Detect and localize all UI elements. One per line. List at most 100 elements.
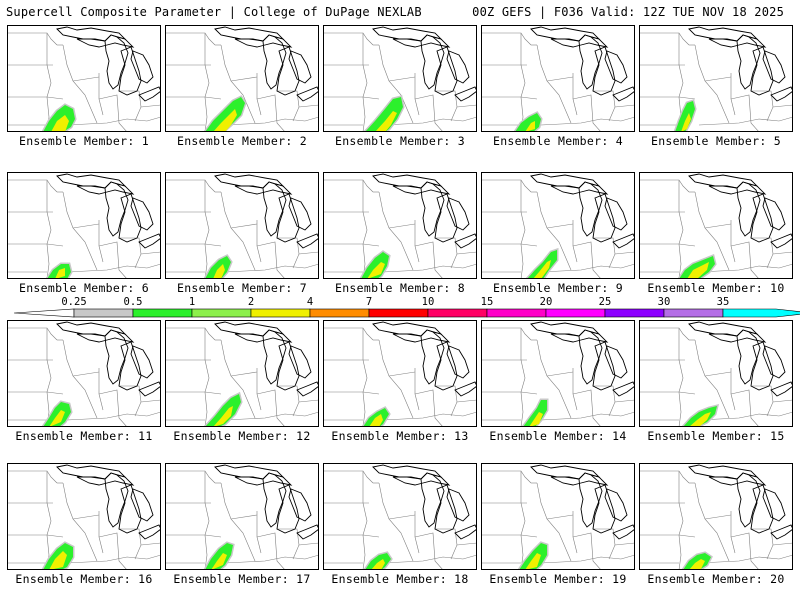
state-boundary xyxy=(730,241,760,279)
state-boundary xyxy=(698,554,793,564)
scp-contour-0.5 xyxy=(679,256,715,279)
coastline xyxy=(276,46,300,96)
state-boundary xyxy=(730,389,760,427)
colorbar xyxy=(13,308,800,318)
member-map-panel xyxy=(7,320,161,427)
lake-outline xyxy=(770,524,793,540)
coastline xyxy=(234,181,293,195)
scp-contour-0.5 xyxy=(675,101,695,132)
member-map-panel xyxy=(7,25,161,132)
lake-outline xyxy=(762,50,786,84)
state-boundary xyxy=(614,104,635,108)
lake-outline xyxy=(138,86,161,102)
member-map-panel xyxy=(639,320,793,427)
state-boundary xyxy=(694,191,730,271)
member-label: Ensemble Member: 10 xyxy=(647,281,785,295)
state-boundary xyxy=(165,243,222,247)
lake-outline xyxy=(262,181,287,237)
coastline xyxy=(434,193,458,243)
state-boundary xyxy=(277,385,300,417)
state-boundary xyxy=(593,237,616,269)
state-boundary xyxy=(323,243,380,247)
run-valid-time: 00Z GEFS | F036 Valid: 12Z TUE NOV 18 20… xyxy=(472,5,784,19)
state-boundary xyxy=(224,263,319,273)
scp-contour-0.5 xyxy=(361,252,389,279)
state-boundary xyxy=(572,94,602,132)
colorbar-tick-label: 0.25 xyxy=(61,296,87,308)
state-boundary xyxy=(481,243,538,247)
lake-outline xyxy=(104,181,129,237)
state-boundary xyxy=(298,104,319,108)
state-boundary xyxy=(456,399,477,403)
lake-outline xyxy=(604,50,628,84)
state-boundary xyxy=(546,223,574,229)
coastline xyxy=(392,472,451,486)
state-boundary xyxy=(414,73,420,116)
member-label: Ensemble Member: 6 xyxy=(18,281,150,295)
lake-outline xyxy=(138,524,161,540)
member-map-panel xyxy=(323,172,477,279)
lake-outline xyxy=(130,197,154,231)
state-boundary xyxy=(694,482,730,562)
scp-contour-2 xyxy=(525,553,541,570)
state-boundary xyxy=(481,96,538,100)
member-map-panel xyxy=(7,172,161,279)
state-boundary xyxy=(7,243,64,247)
member-label: Ensemble Member: 7 xyxy=(176,281,308,295)
member-map-panel xyxy=(165,25,319,132)
state-boundary xyxy=(593,385,616,417)
lake-outline xyxy=(446,488,470,522)
state-boundary xyxy=(751,528,774,560)
state-boundary xyxy=(140,104,161,108)
state-boundary xyxy=(614,542,635,546)
state-boundary xyxy=(593,90,616,122)
state-boundary xyxy=(678,471,684,570)
state-boundary xyxy=(704,514,732,520)
coastline xyxy=(276,341,300,391)
member-label: Ensemble Member: 20 xyxy=(647,572,785,586)
state-boundary xyxy=(546,371,574,377)
colorbar-segment xyxy=(191,308,252,318)
state-boundary xyxy=(323,179,374,193)
state-boundary xyxy=(220,191,256,271)
state-boundary xyxy=(572,220,578,263)
coastline xyxy=(392,34,451,48)
scp-contour-0.5 xyxy=(683,553,711,570)
state-boundary xyxy=(704,76,732,82)
state-boundary xyxy=(639,179,690,193)
coastline xyxy=(276,484,300,534)
coastline xyxy=(276,193,300,243)
member-label: Ensemble Member: 8 xyxy=(334,281,466,295)
member-label: Ensemble Member: 17 xyxy=(173,572,311,586)
state-boundary xyxy=(72,223,100,229)
lake-outline xyxy=(288,488,312,522)
coastline xyxy=(434,341,458,391)
state-boundary xyxy=(7,470,58,484)
coastline xyxy=(750,341,774,391)
state-boundary xyxy=(62,44,98,124)
state-boundary xyxy=(414,368,420,411)
state-boundary xyxy=(72,76,100,82)
state-boundary xyxy=(678,328,684,427)
lake-outline xyxy=(420,34,445,90)
scp-contour-2 xyxy=(525,121,535,132)
state-boundary xyxy=(230,76,258,82)
state-boundary xyxy=(256,368,262,411)
state-boundary xyxy=(639,470,690,484)
state-boundary xyxy=(72,514,100,520)
scp-contour-0.5 xyxy=(527,250,557,279)
state-boundary xyxy=(256,73,262,116)
panel-frame xyxy=(7,320,161,427)
scp-contour-2 xyxy=(533,260,551,279)
coastline xyxy=(76,329,135,343)
state-boundary xyxy=(639,327,690,341)
scp-contour-2 xyxy=(367,262,385,279)
state-boundary xyxy=(639,534,696,538)
coastline xyxy=(592,341,616,391)
state-boundary xyxy=(772,542,793,546)
scp-contour-2 xyxy=(529,412,543,427)
lake-outline xyxy=(104,329,129,385)
lake-outline xyxy=(770,233,793,249)
scp-contour-2 xyxy=(49,551,67,570)
state-boundary xyxy=(378,191,414,271)
